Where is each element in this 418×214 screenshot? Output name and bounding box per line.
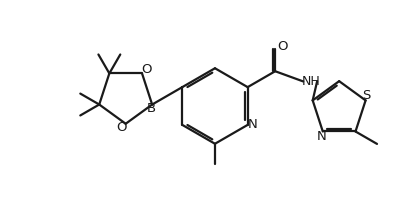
Text: N: N	[317, 130, 327, 143]
Text: B: B	[147, 102, 156, 115]
Text: O: O	[141, 63, 151, 76]
Text: O: O	[117, 121, 127, 134]
Text: NH: NH	[302, 75, 321, 88]
Text: N: N	[248, 118, 257, 131]
Text: S: S	[362, 89, 371, 102]
Text: O: O	[277, 40, 288, 53]
